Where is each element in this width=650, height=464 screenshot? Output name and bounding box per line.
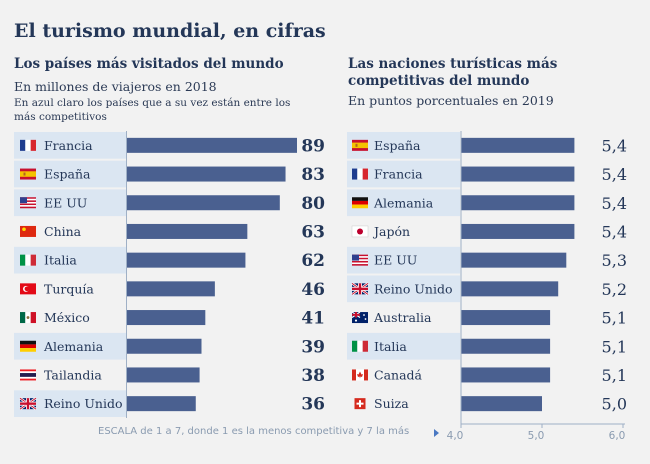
category-label: Reino Unido [44,396,122,411]
category-label: España [374,138,421,153]
category-label: Suiza [374,396,409,411]
flag-japan-icon [351,225,369,238]
value-label: 39 [301,337,325,357]
bar [127,166,286,182]
bar [127,338,202,354]
category-label: Japón [372,224,410,239]
tick-label: 6,0 [609,430,626,442]
category-label: España [44,167,91,182]
tick-label: 5,0 [528,430,545,442]
bar [461,281,559,297]
value-label: 5,4 [602,222,627,241]
flag-spain-icon [20,168,36,180]
flag-china-icon [20,225,36,237]
value-label: 5,2 [602,280,627,299]
bar [127,137,297,153]
category-label: Francia [374,167,423,182]
value-label: 38 [301,366,325,386]
right-panel-title: Las naciones turísticas más competitivas… [348,56,558,89]
category-label: Reino Unido [374,281,452,296]
flag-canada-icon [352,369,368,381]
category-label: Francia [44,138,93,153]
bar [127,367,200,383]
bar [127,281,215,297]
flag-uk-icon [351,282,369,296]
left-panel-title: Los países más visitados del mundo [14,56,284,72]
bar [127,396,196,412]
bar [461,367,551,383]
value-label: 5,4 [602,194,627,213]
category-label: EE UU [374,253,417,268]
value-label: 36 [301,395,325,415]
bar [461,252,567,268]
bar [461,223,575,239]
flag-turkey-icon [20,283,36,295]
value-label: 89 [301,136,325,156]
flag-france-icon [352,168,368,180]
flag-australia-icon [351,311,368,324]
value-label: 41 [301,309,325,329]
bar [127,223,248,239]
category-label: Turquía [44,281,94,296]
scale-note: ESCALA de 1 a 7, donde 1 es la menos com… [98,426,410,437]
value-label: 83 [301,165,325,185]
value-label: 5,4 [602,136,627,155]
flag-germany-icon [352,197,368,209]
category-label: Tailandia [44,367,102,382]
bar [127,195,280,211]
bar [461,396,542,412]
value-label: 46 [301,280,325,300]
value-label: 5,1 [602,366,627,385]
arrow-icon [434,429,439,437]
flag-spain-icon [352,139,368,151]
value-label: 5,1 [602,309,627,328]
flag-france-icon [20,139,36,151]
bar [461,195,575,211]
bar [127,310,206,326]
category-label: China [44,224,82,239]
flag-mexico-icon [20,312,36,324]
category-label: Australia [373,310,432,325]
value-label: 5,1 [602,337,627,356]
value-label: 5,0 [602,395,627,414]
value-label: 5,3 [602,251,627,270]
flag-usa-icon [352,254,368,266]
flag-uk-icon [19,397,37,411]
category-label: Alemania [43,339,104,354]
value-label: 62 [301,251,325,271]
category-label: Italia [44,253,77,268]
bar [127,252,246,268]
category-label: Alemania [373,195,434,210]
category-label: Italia [374,339,407,354]
tick-label: 4,0 [447,430,464,442]
bar [461,137,575,153]
category-label: Canadá [374,367,423,382]
flag-switzerland-icon [354,398,366,410]
flag-italy-icon [20,254,36,266]
left-panel-subtitle: En millones de viajeros en 2018 [14,79,217,94]
right-panel-subtitle: En puntos porcentuales en 2019 [348,93,554,108]
value-label: 63 [301,222,325,242]
page-title: El turismo mundial, en cifras [14,20,326,42]
bar [461,310,551,326]
left-panel-note: En azul claro los países que a su vez es… [14,97,291,123]
flag-usa-icon [20,197,36,209]
flag-thailand-icon [20,369,36,381]
category-label: México [44,310,90,325]
bar [461,338,551,354]
flag-italy-icon [352,340,368,352]
category-label: EE UU [44,195,87,210]
bar [461,166,575,182]
value-label: 5,4 [602,165,627,184]
flag-germany-icon [20,340,36,352]
value-label: 80 [301,194,325,214]
